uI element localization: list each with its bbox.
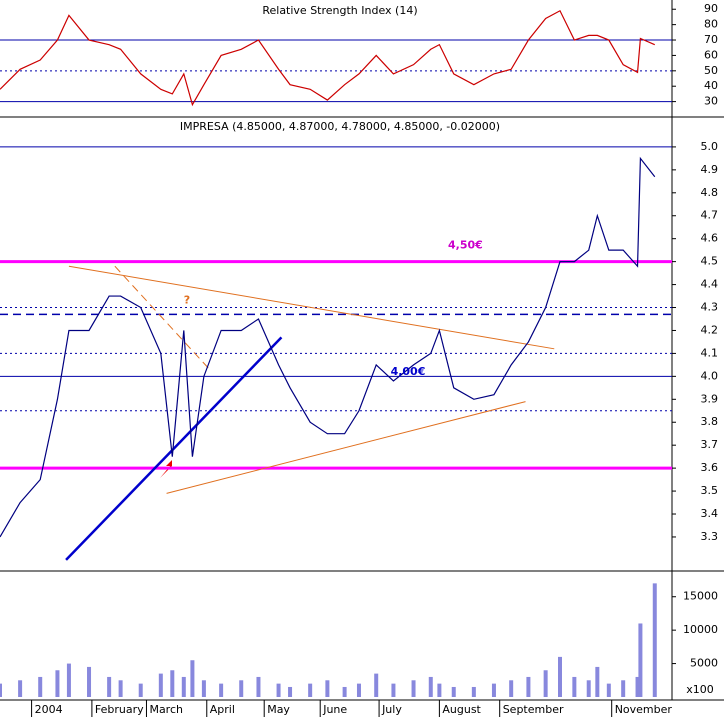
y-tick-label: 5.0 — [701, 140, 719, 153]
trend-line — [166, 401, 526, 494]
bar — [118, 680, 123, 697]
y-tick-label: 4.0 — [701, 369, 719, 382]
y-tick-label: 30 — [704, 95, 718, 108]
bar — [308, 683, 313, 697]
trend-line — [68, 265, 555, 350]
bar — [138, 683, 143, 697]
bar — [256, 676, 261, 697]
data-line — [0, 156, 656, 538]
y-tick-label: 3.5 — [701, 484, 719, 497]
y-tick-label: 4.8 — [701, 186, 719, 199]
y-tick-label: 80 — [704, 18, 718, 31]
y-tick-label: 10000 — [683, 623, 718, 636]
bar — [451, 686, 456, 697]
trend-line — [114, 265, 211, 370]
bar — [356, 683, 361, 697]
y-tick-label: 4.4 — [701, 278, 719, 291]
bar — [606, 683, 611, 697]
y-tick-label: 15000 — [683, 590, 718, 603]
y-tick-label: 4.9 — [701, 163, 719, 176]
unit-label: x100 — [686, 683, 714, 696]
trend-line — [65, 336, 283, 561]
bar — [325, 680, 330, 697]
y-tick-label: 3.8 — [701, 415, 719, 428]
bar — [170, 670, 175, 697]
bar — [411, 680, 416, 697]
y-tick-label: 4.7 — [701, 209, 719, 222]
bar — [428, 676, 433, 697]
bar — [374, 673, 379, 697]
panel-title: IMPRESA (4.85000, 4.87000, 4.78000, 4.85… — [180, 120, 500, 133]
bar — [201, 680, 206, 697]
bar — [543, 670, 548, 697]
bar — [635, 676, 640, 697]
bar — [87, 666, 92, 697]
bar — [38, 676, 43, 697]
bar — [107, 676, 112, 697]
x-tick-label: April — [210, 703, 235, 716]
bar — [288, 686, 293, 697]
bar — [158, 673, 163, 697]
bar — [621, 680, 626, 697]
bar — [0, 683, 2, 697]
bar — [181, 676, 186, 697]
y-tick-label: 90 — [704, 2, 718, 15]
x-tick-label: August — [442, 703, 481, 716]
y-tick-label: 3.4 — [701, 507, 719, 520]
annotation: 4,50€ — [448, 239, 483, 252]
x-tick-label: February — [95, 703, 144, 716]
bar — [652, 583, 657, 697]
bar — [558, 656, 562, 697]
y-tick-label: 4.6 — [701, 232, 719, 245]
y-tick-label: 3.3 — [701, 530, 719, 543]
bar — [638, 623, 643, 697]
annotation: 4,00€ — [391, 365, 426, 378]
y-tick-label: 40 — [704, 79, 718, 92]
bar — [55, 670, 60, 697]
bar — [276, 683, 281, 697]
x-tick-label: March — [149, 703, 183, 716]
annotation: ? — [184, 294, 190, 307]
y-tick-label: 4.5 — [701, 255, 719, 268]
y-tick-label: 3.7 — [701, 438, 719, 451]
y-tick-label: 4.2 — [701, 323, 719, 336]
y-tick-label: 50 — [704, 64, 718, 77]
bar — [190, 660, 195, 697]
y-tick-label: 60 — [704, 48, 718, 61]
y-tick-label: 3.6 — [701, 461, 719, 474]
y-tick-label: 4.1 — [701, 346, 719, 359]
bar — [219, 683, 224, 697]
bar — [18, 680, 23, 697]
data-line — [0, 9, 656, 107]
bar — [239, 680, 244, 697]
x-tick-label: September — [503, 703, 564, 716]
bar — [391, 683, 396, 697]
bar — [437, 683, 442, 697]
bar — [572, 676, 577, 697]
y-tick-label: 5000 — [690, 657, 718, 670]
bar — [509, 680, 514, 697]
y-tick-label: 3.9 — [701, 392, 719, 405]
x-tick-label: June — [322, 703, 347, 716]
bar — [586, 680, 591, 697]
bar — [471, 686, 476, 697]
x-tick-label: November — [615, 703, 673, 716]
panel-title: Relative Strength Index (14) — [262, 4, 417, 17]
y-tick-label: 4.3 — [701, 301, 719, 314]
bar — [342, 686, 347, 697]
bar — [526, 676, 531, 697]
bar — [66, 663, 71, 697]
bar — [491, 683, 496, 697]
y-tick-label: 70 — [704, 33, 718, 46]
x-tick-label: May — [267, 703, 290, 716]
x-tick-label: July — [381, 703, 402, 716]
x-tick-label: 2004 — [35, 703, 63, 716]
bar — [595, 666, 600, 697]
